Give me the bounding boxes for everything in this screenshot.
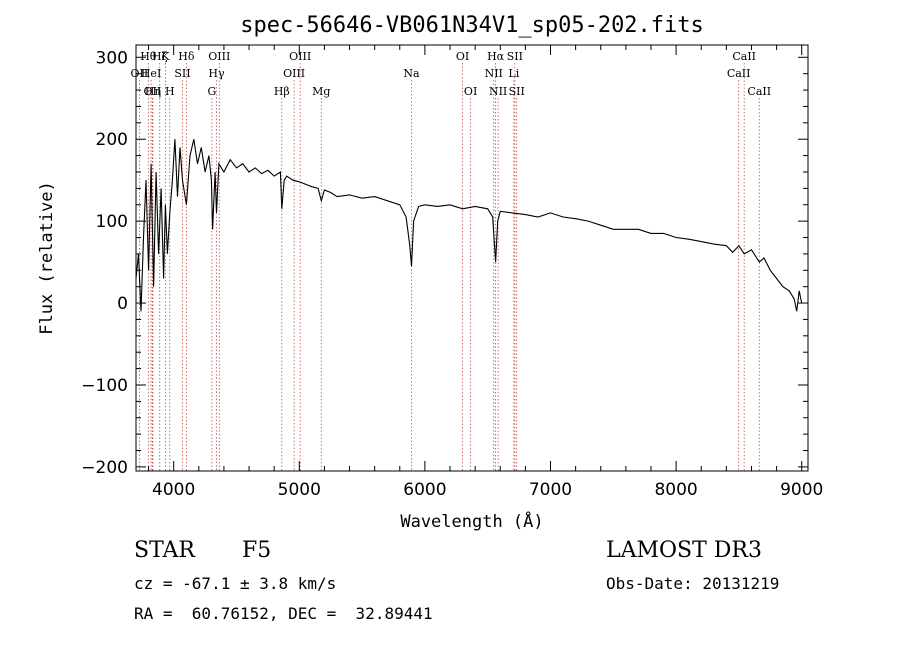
flux-series-line	[135, 139, 803, 312]
y-tick-label: 200	[96, 130, 128, 150]
spectral-line-label: OIII	[283, 67, 305, 80]
spectral-line-label: OII	[143, 85, 161, 98]
ra-dec-coordinates: RA = 60.76152, DEC = 32.89441	[134, 604, 433, 623]
spectral-line-label: SII	[509, 85, 525, 98]
y-tick-label: −200	[81, 458, 128, 478]
spectral-line-label: G	[207, 85, 216, 98]
spectral-line-label: CaII	[727, 67, 751, 80]
spectrum-chart: spec-56646-VB061N34V1_sp05-202.fits OIIH…	[37, 13, 823, 532]
y-axis-ticks: −200 −100 0 100 200 300	[81, 48, 808, 478]
spectral-line-label: CaII	[732, 50, 756, 63]
spectral-line-label: Hδ	[178, 50, 195, 63]
spectral-line-label: K	[161, 50, 170, 63]
spectral-line-label: OIII	[289, 50, 311, 63]
spectral-line-label: Na	[403, 67, 420, 80]
spectral-line-label: Hη	[145, 85, 161, 98]
spectral-line-label: Mg	[312, 85, 330, 98]
spectral-line-label: OI	[456, 50, 469, 63]
x-tick-label: 8000	[654, 480, 697, 500]
spectral-line-label: Li	[508, 67, 519, 80]
x-tick-label: 5000	[278, 480, 321, 500]
spectral-line-label: OIII	[208, 50, 230, 63]
x-tick-label: 4000	[152, 480, 195, 500]
spectral-line-label: NII	[485, 67, 503, 80]
spectral-line-label: Hβ	[274, 85, 290, 98]
plot-frame	[135, 44, 809, 472]
redshift-velocity: cz = -67.1 ± 3.8 km/s	[134, 574, 337, 593]
survey-name: LAMOST DR3	[606, 538, 762, 563]
observation-date: Obs-Date: 20131219	[606, 574, 780, 593]
object-class: STAR	[134, 538, 195, 563]
x-tick-label: 7000	[529, 480, 572, 500]
spectral-line-label: Hθ	[140, 50, 157, 63]
x-axis-label: Wavelength (Å)	[400, 510, 543, 532]
y-tick-label: 100	[96, 212, 128, 232]
spectral-line-label: Hγ	[208, 67, 225, 80]
object-subclass: F5	[242, 538, 272, 563]
spectral-line-label: OI	[464, 85, 477, 98]
spectral-line-label: SII	[174, 67, 190, 80]
spectral-line-markers	[138, 63, 760, 471]
spectral-line-label: NII	[489, 85, 507, 98]
spectral-line-label: Hζ	[152, 50, 168, 63]
spectral-line-label: H	[165, 85, 175, 98]
x-axis-ticks: 4000 5000 6000 7000 8000 9000	[148, 45, 823, 500]
spectral-line-label: CaII	[747, 85, 771, 98]
y-axis-label: Flux (relative)	[37, 181, 57, 335]
x-tick-label: 9000	[780, 480, 823, 500]
y-tick-label: −100	[81, 376, 128, 396]
x-tick-label: 6000	[403, 480, 446, 500]
spectral-line-label: HeI	[141, 67, 161, 80]
chart-title: spec-56646-VB061N34V1_sp05-202.fits	[240, 13, 704, 38]
y-tick-label: 300	[96, 48, 128, 68]
y-tick-label: 0	[117, 294, 128, 314]
spectral-line-label: Hα	[487, 50, 505, 63]
spectral-line-label: SII	[507, 50, 523, 63]
